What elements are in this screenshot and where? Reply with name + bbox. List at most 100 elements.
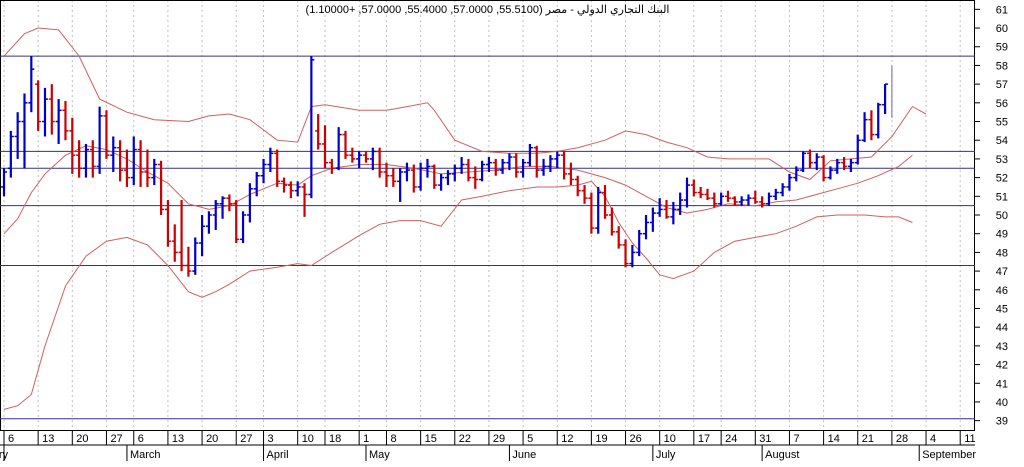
ohlc-bar: [335, 127, 342, 171]
ohlc-bar: [670, 201, 677, 225]
ohlc-bar: [595, 186, 602, 234]
ohlc-bar: [35, 80, 42, 131]
ohlc-bar: [397, 168, 404, 202]
x-day-label: 11: [964, 433, 975, 445]
ohlc-bar: [724, 190, 731, 202]
x-day-label: 3: [268, 433, 274, 445]
x-month-label: March: [130, 449, 161, 461]
ohlc-bar: [390, 168, 397, 187]
x-month-label: June: [512, 449, 536, 461]
y-tick-label: 41: [996, 378, 1008, 390]
ohlc-bar: [718, 192, 725, 206]
ohlc-bar: [711, 192, 718, 208]
ohlc-bar: [1, 168, 7, 197]
ohlc-bar: [308, 56, 315, 199]
x-day-label: 6: [138, 433, 144, 445]
x-day-label: 8: [390, 433, 396, 445]
ohlc-bar: [110, 136, 117, 172]
y-tick-label: 51: [996, 191, 1008, 203]
x-month-label: August: [765, 449, 799, 461]
x-axis: 6 13 20 27 6 13 20 27 3 10 18 1 8 15 22 29 5 12 19 26 10 17 24…: [0, 430, 976, 461]
ohlc-bar: [629, 244, 636, 268]
ohlc-bar: [458, 157, 465, 174]
ohlc-bar: [779, 183, 786, 197]
x-day-label: 28: [896, 433, 908, 445]
ohlc-bar: [608, 207, 615, 236]
ohlc-bar: [827, 166, 834, 180]
ohlc-bar: [444, 170, 451, 186]
x-month-label: April: [267, 449, 289, 461]
y-tick-label: 61: [996, 4, 1008, 16]
ohlc-bar: [663, 200, 670, 219]
y-tick-label: 52: [996, 173, 1008, 185]
y-tick-label: 42: [996, 360, 1008, 372]
ohlc-bar: [219, 196, 226, 219]
ohlc-bar: [506, 153, 513, 171]
y-tick-label: 50: [996, 210, 1008, 222]
ohlc-bar: [403, 162, 410, 182]
ohlc-bar: [260, 158, 267, 184]
ohlc-bar: [492, 158, 499, 176]
ohlc-bar: [438, 173, 445, 191]
ohlc-bar: [868, 110, 875, 141]
ohlc-bar: [800, 151, 807, 172]
ohlc-bar: [240, 211, 247, 244]
ohlc-bar: [704, 188, 711, 201]
ohlc-bar: [171, 224, 178, 262]
y-tick-label: 39: [996, 416, 1008, 428]
horizontal-lines: [0, 55, 975, 420]
x-day-label: 31: [759, 433, 771, 445]
x-day-label: 10: [302, 433, 314, 445]
ohlc-bar: [465, 158, 472, 182]
ohlc-bar: [158, 160, 165, 215]
ohlc-bar: [485, 157, 492, 172]
x-day-label: 13: [172, 433, 184, 445]
ohlc-bar: [567, 162, 574, 186]
x-day-label: 10: [664, 433, 676, 445]
ohlc-bar: [410, 164, 417, 193]
ohlc-bar: [424, 158, 431, 178]
ohlc-bar: [533, 145, 540, 178]
ohlc-bar: [28, 56, 35, 113]
y-tick-label: 59: [996, 42, 1008, 54]
ohlc-bar: [301, 183, 308, 217]
ohlc-bar: [581, 185, 588, 204]
ohlc-bar: [342, 130, 349, 159]
x-day-label: 20: [206, 433, 218, 445]
y-tick-label: 56: [996, 98, 1008, 110]
ohlc-bar: [130, 136, 137, 186]
ohlc-bar: [322, 125, 329, 169]
x-day-label: 18: [329, 433, 341, 445]
y-tick-label: 57: [996, 79, 1008, 91]
ohlc-bar: [253, 172, 260, 197]
y-tick-label: 58: [996, 60, 1008, 72]
y-tick-label: 40: [996, 397, 1008, 409]
x-day-label: 21: [862, 433, 874, 445]
ohlc-bar: [793, 166, 800, 182]
ohlc-bar: [192, 237, 199, 275]
y-tick-label: 44: [996, 322, 1008, 334]
ohlc-bar: [561, 151, 568, 180]
x-month-label: July: [656, 449, 676, 461]
ohlc-bar: [451, 164, 458, 182]
grid-lines: [3, 0, 961, 430]
ohlc-bar: [636, 229, 643, 257]
ohlc-bar: [540, 158, 547, 176]
ohlc-bar: [144, 149, 151, 187]
y-tick-label: 47: [996, 266, 1008, 278]
ohlc-bar: [431, 164, 438, 189]
ohlc-bar: [76, 140, 83, 178]
ohlc-bar: [875, 102, 882, 139]
ohlc-bar: [622, 239, 629, 268]
y-tick-label: 45: [996, 303, 1008, 315]
x-day-label: 7: [793, 433, 799, 445]
y-tick-label: 55: [996, 117, 1008, 129]
ohlc-bar: [417, 162, 424, 191]
ohlc-bar: [854, 134, 861, 165]
chart-title: البنك التجاري الدولي - مصر (55.5100, 57.…: [305, 4, 670, 16]
y-tick-label: 43: [996, 341, 1008, 353]
ohlc-bar: [246, 183, 253, 223]
x-day-label: 17: [698, 433, 710, 445]
ohlc-bar: [765, 192, 772, 206]
